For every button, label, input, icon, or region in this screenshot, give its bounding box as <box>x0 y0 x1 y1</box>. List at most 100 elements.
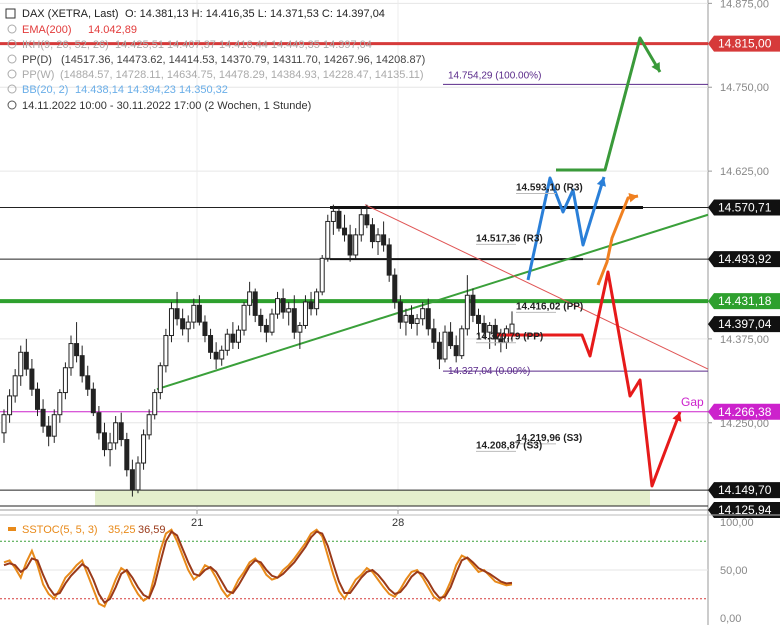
candle-body <box>101 432 107 451</box>
support-zone <box>95 490 650 507</box>
price-tag-label: 14.431,18 <box>718 294 772 308</box>
candle-body <box>448 331 454 347</box>
indicator-name-2: PP(D) <box>22 54 52 66</box>
candle-51 <box>286 301 292 326</box>
price-tag-bg <box>708 316 780 333</box>
candle-52 <box>291 295 297 339</box>
candle-33 <box>185 315 191 343</box>
candle-body <box>275 298 281 315</box>
candle-body <box>202 321 208 337</box>
candle-67 <box>375 228 381 255</box>
price-tag-bg <box>708 293 780 310</box>
candle-body <box>141 434 147 464</box>
candle-44 <box>247 281 253 316</box>
candle-body <box>1 414 7 434</box>
candle-45 <box>252 288 258 323</box>
candle-31 <box>174 291 180 326</box>
candle-body <box>487 324 493 333</box>
orange-scenario-arrow <box>596 194 639 286</box>
indicator-value-0: 14.042,89 <box>88 24 137 36</box>
date-range: 14.11.2022 10:00 - 30.11.2022 17:00 (2 W… <box>22 100 311 112</box>
stoch-d-line <box>3 530 513 605</box>
candle-body <box>392 274 398 303</box>
candle-4 <box>23 338 29 376</box>
indicator-value-3: (14884.57, 14728.11, 14634.75, 14478.29,… <box>60 69 424 81</box>
candle-body <box>420 308 426 320</box>
uptrend-line <box>156 213 709 391</box>
price-tag-bg <box>708 403 780 420</box>
candle-body <box>436 341 442 360</box>
red-scenario-arrow-head <box>672 412 682 422</box>
candle-body <box>481 322 487 333</box>
candle-body <box>129 469 135 491</box>
candle-61 <box>342 214 348 242</box>
candle-body <box>85 375 91 390</box>
candle-body <box>51 414 57 437</box>
downtrend-line <box>364 204 709 370</box>
candle-body <box>414 318 420 324</box>
candle-body <box>163 335 169 367</box>
red-scenario-arrow <box>497 270 682 488</box>
candle-body <box>252 291 258 316</box>
time-tick-label-0: 21 <box>191 517 203 529</box>
candle-32 <box>180 308 186 336</box>
candle-icon <box>5 8 16 19</box>
candle-42 <box>235 325 241 349</box>
candle-46 <box>258 308 264 333</box>
candle-body <box>297 324 303 333</box>
candle-1 <box>7 389 13 423</box>
candle-body <box>135 462 141 491</box>
candle-25 <box>141 429 147 470</box>
chart-header: DAX (XETRA, Last) O: 14.381,13 H: 14.416,… <box>5 8 425 112</box>
candle-80 <box>448 322 454 349</box>
stoch-tick-label-1: 50,00 <box>720 565 748 577</box>
candle-60 <box>336 208 342 232</box>
price-tag-label: 14.493,92 <box>718 252 772 266</box>
candle-38 <box>213 342 219 370</box>
stoch-d-value: 36,59 <box>138 524 166 536</box>
indicator-value-2: (14517.36, 14473.62, 14414.53, 14370.79,… <box>61 54 425 66</box>
candle-83 <box>464 275 470 336</box>
candle-body <box>208 335 214 353</box>
price-tag-bg <box>708 199 780 216</box>
candle-53 <box>297 322 303 349</box>
candle-body <box>302 301 308 326</box>
candle-7 <box>40 399 46 433</box>
candle-body <box>291 308 297 333</box>
candle-18 <box>101 422 107 457</box>
candle-63 <box>353 228 359 259</box>
candle-39 <box>219 345 225 366</box>
candle-body <box>124 439 130 471</box>
candle-body <box>353 234 359 256</box>
stoch-tick-label-0: 100,00 <box>720 517 754 529</box>
candle-88 <box>492 318 498 346</box>
candle-2 <box>12 369 18 403</box>
trend-lines <box>156 204 709 391</box>
indicator-name-0: EMA(200) <box>22 24 72 36</box>
gap-label: Gap <box>681 395 704 409</box>
candle-body <box>347 234 353 256</box>
candle-body <box>235 329 241 343</box>
candle-34 <box>191 298 197 329</box>
candle-81 <box>453 335 459 363</box>
candle-58 <box>325 214 331 262</box>
candle-5 <box>29 359 35 396</box>
candle-body <box>62 367 68 394</box>
chart-symbol: DAX (XETRA, Last) <box>22 8 119 20</box>
stoch-k-value: 35,25 <box>108 524 136 536</box>
candle-49 <box>275 291 281 319</box>
candle-56 <box>314 288 320 316</box>
candle-body <box>381 234 387 246</box>
blue-scenario-arrow <box>526 176 606 281</box>
candle-body <box>34 388 40 410</box>
candle-body <box>180 318 186 330</box>
candle-body <box>230 333 236 343</box>
candle-body <box>12 375 18 397</box>
candle-body <box>403 314 409 323</box>
pivot-label-2: 14.416,02 (PP) <box>516 301 583 312</box>
candle-body <box>330 210 336 222</box>
candle-30 <box>168 301 174 343</box>
price-tick-label-4: 14.250,00 <box>720 418 769 430</box>
candle-22 <box>124 432 130 477</box>
candle-59 <box>330 204 336 235</box>
